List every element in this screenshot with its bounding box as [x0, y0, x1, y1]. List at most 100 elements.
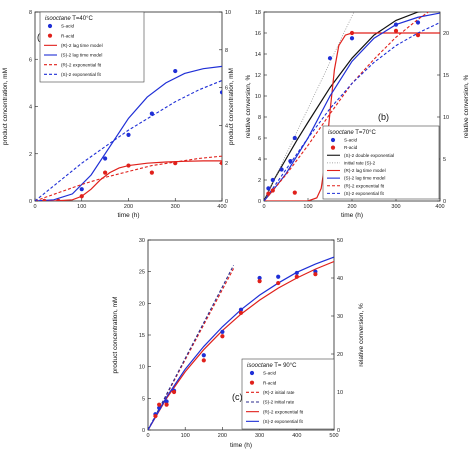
data-point-r-acid [220, 334, 225, 339]
data-point-r-acid [257, 279, 262, 284]
chart-panel-3: 0 100 200 300 400 50005101520253001020304050t… [112, 238, 365, 449]
legend-label-s-2-lag-time-model: (S)-2 lag time model [61, 53, 102, 58]
y2-tick-label: 6 [225, 86, 228, 92]
y-axis-title: product concentration, mM [112, 297, 119, 374]
y2-tick-label: 10 [337, 390, 343, 396]
y-tick-label: 4 [29, 105, 32, 111]
data-point-s-acid [294, 270, 299, 276]
y2-axis-title: relative conversion, % [245, 74, 252, 138]
legend-label-s-acid: S-acid [263, 371, 276, 376]
y2-tick-label: 40 [337, 276, 343, 282]
data-point-s-acid [164, 399, 169, 404]
data-point-r-acid [79, 194, 84, 199]
legend-marker-s-acid [47, 23, 53, 29]
y-tick-label: 6 [258, 136, 261, 142]
y-tick-label: 18 [255, 10, 261, 16]
y2-tick-label: 20 [337, 352, 343, 358]
x-tick-label: 300 [391, 204, 400, 210]
data-point-r-acid [149, 170, 154, 175]
legend-label-r-2-lag-time-model: (R)-2 lag time model [344, 168, 386, 173]
data-point-s-acid [149, 111, 154, 116]
data-point-s-acid [103, 156, 108, 161]
x-tick-label: 300 [171, 204, 180, 210]
data-point-s-acid [126, 132, 131, 137]
y-tick-label: 5 [142, 396, 145, 402]
series-line-r-2-exponential-fit [35, 155, 222, 201]
data-point-r-acid [276, 280, 281, 286]
y-tick-label: 4 [258, 157, 261, 163]
y-tick-label: 15 [139, 333, 145, 339]
data-point-r-acid [157, 402, 162, 407]
legend-label-s-acid: S-acid [61, 24, 74, 29]
x-tick-label: 400 [292, 433, 301, 439]
data-point-r-acid [266, 191, 271, 196]
legend-marker-s-acid [330, 137, 336, 143]
x-tick-label: 200 [124, 204, 133, 210]
legend-title-part: T=40°C [71, 16, 94, 22]
x-tick-label: 100 [181, 433, 190, 439]
chart-panel-2: 0 100 200 300 40002468101214161805101520time… [228, 10, 470, 219]
legend-label-r-2-initial-rate: (R)-2 initial rate [263, 390, 295, 395]
legend-label-r-acid: R-acid [344, 145, 358, 150]
y2-tick-label: 0 [225, 199, 228, 205]
y-axis-title: product concentration, mM [2, 68, 9, 145]
y-tick-label: 25 [139, 270, 145, 276]
x-tick-label: 200 [347, 204, 356, 210]
x-tick-label: 500 [329, 433, 338, 439]
legend-label-r-acid: R-acid [263, 380, 277, 385]
legend-title-part: T=70°C [354, 130, 377, 136]
x-tick-label: 300 [255, 433, 264, 439]
y-tick-label: 12 [255, 73, 261, 79]
legend-title: isooctane T=70°C [328, 130, 376, 136]
data-point-r-acid [292, 190, 297, 195]
y2-axis-title: relative conversion, % [463, 74, 470, 138]
legend-label-r-2-exponential-fit: (R)-2 exponential fit [344, 183, 385, 188]
y-tick-label: 14 [255, 52, 261, 58]
series-line-r-2-lag-time-model [264, 32, 440, 201]
data-point-r-acid [164, 402, 169, 407]
y2-tick-label: 0 [337, 428, 340, 434]
x-axis-title: time (h) [117, 212, 139, 219]
y-tick-label: 0 [258, 199, 261, 205]
x-tick-label: 200 [218, 433, 227, 439]
x-tick-label: 0 [262, 204, 265, 210]
panel-label: (b) [378, 112, 389, 122]
y2-tick-label: 5 [443, 157, 446, 163]
x-axis-title: time (h) [230, 442, 252, 449]
y-tick-label: 2 [29, 152, 32, 158]
legend: isooctane T= 90°C S-acid R-acid (R)-2 initi… [241, 358, 335, 430]
y-tick-label: 16 [255, 31, 261, 37]
legend-label-s-2-exponential-fit: (S)-2 exponential fit [344, 191, 385, 196]
y2-tick-label: 0 [443, 199, 446, 205]
series-line-s-2-initial-rate [148, 265, 235, 430]
data-point-r-acid [219, 161, 222, 166]
data-point-s-acid [219, 90, 222, 95]
legend-label-r-2-exponential-fit: (R)-2 exponential fit [61, 62, 102, 67]
x-tick-label: 100 [303, 204, 312, 210]
x-tick-label: 100 [77, 204, 86, 210]
data-point-r-acid [42, 198, 47, 201]
data-point-s-acid [349, 36, 355, 41]
legend-title: isooctane T= 90°C [247, 363, 297, 369]
legend-label-r-2-lag-time-model: (R)-2 lag time model [61, 43, 103, 48]
y2-tick-label: 20 [443, 31, 449, 37]
data-point-s-acid [157, 405, 162, 410]
legend: isooctane T=40°C S-acid R-acid (R)-2 lag ti… [39, 11, 145, 83]
legend-title-part: isooctane [328, 130, 354, 136]
y-tick-label: 10 [139, 365, 145, 371]
x-axis-title: time (h) [341, 212, 363, 219]
data-point-s-acid [292, 135, 297, 141]
data-point-r-acid [238, 310, 244, 315]
data-point-s-acid [279, 167, 284, 172]
series-line-s-2-exponential-fit [35, 80, 222, 201]
legend-title: isooctane T=40°C [45, 16, 93, 22]
data-point-s-acid [270, 177, 275, 183]
data-point-r-acid [415, 33, 421, 38]
legend-marker-r-acid [249, 380, 255, 385]
panel-label: (c) [232, 392, 243, 402]
series-line-s-2-exponential-fit [264, 22, 440, 201]
data-point-r-acid [313, 272, 318, 277]
x-tick-label: 0 [33, 204, 36, 210]
